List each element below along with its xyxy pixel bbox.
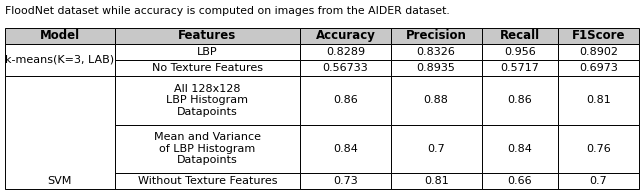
- Bar: [558, 173, 639, 189]
- Text: 0.56733: 0.56733: [323, 63, 369, 73]
- Text: 0.8902: 0.8902: [579, 47, 618, 57]
- Bar: [300, 60, 391, 76]
- Bar: [481, 125, 558, 173]
- Text: 0.8289: 0.8289: [326, 47, 365, 57]
- Bar: [558, 28, 639, 44]
- Text: 0.7: 0.7: [589, 176, 607, 186]
- Bar: [558, 44, 639, 60]
- Text: 0.5717: 0.5717: [500, 63, 540, 73]
- Text: k-means(K=3, LAB): k-means(K=3, LAB): [5, 55, 115, 65]
- Text: No Texture Features: No Texture Features: [152, 63, 263, 73]
- Text: 0.84: 0.84: [333, 144, 358, 154]
- Bar: [5, 28, 115, 44]
- Bar: [481, 76, 558, 125]
- Text: SVM: SVM: [47, 176, 72, 186]
- Bar: [115, 44, 300, 60]
- Bar: [481, 173, 558, 189]
- Bar: [300, 44, 391, 60]
- Bar: [391, 173, 481, 189]
- Text: 0.7: 0.7: [428, 144, 445, 154]
- Bar: [300, 125, 391, 173]
- Text: 0.81: 0.81: [424, 176, 449, 186]
- Text: Without Texture Features: Without Texture Features: [138, 176, 277, 186]
- Bar: [558, 76, 639, 125]
- Bar: [481, 28, 558, 44]
- Text: 0.76: 0.76: [586, 144, 611, 154]
- Bar: [558, 125, 639, 173]
- Bar: [115, 60, 300, 76]
- Text: Accuracy: Accuracy: [316, 29, 376, 42]
- Bar: [115, 125, 300, 173]
- Text: 0.86: 0.86: [508, 95, 532, 105]
- Bar: [481, 44, 558, 60]
- Bar: [300, 76, 391, 125]
- Text: Precision: Precision: [406, 29, 467, 42]
- Text: All 128x128
LBP Histogram
Datapoints: All 128x128 LBP Histogram Datapoints: [166, 84, 248, 117]
- Bar: [391, 60, 481, 76]
- Text: Recall: Recall: [500, 29, 540, 42]
- Bar: [558, 60, 639, 76]
- Bar: [115, 76, 300, 125]
- Text: 0.956: 0.956: [504, 47, 536, 57]
- Bar: [391, 125, 481, 173]
- Text: Features: Features: [178, 29, 236, 42]
- Text: 0.8326: 0.8326: [417, 47, 456, 57]
- Text: F1Score: F1Score: [572, 29, 625, 42]
- Bar: [391, 28, 481, 44]
- Bar: [481, 60, 558, 76]
- Text: FloodNet dataset while accuracy is computed on images from the AIDER dataset.: FloodNet dataset while accuracy is compu…: [5, 6, 450, 16]
- Text: Mean and Variance
of LBP Histogram
Datapoints: Mean and Variance of LBP Histogram Datap…: [154, 132, 261, 165]
- Bar: [391, 76, 481, 125]
- Bar: [5, 44, 115, 76]
- Text: 0.73: 0.73: [333, 176, 358, 186]
- Bar: [115, 28, 300, 44]
- Bar: [5, 76, 115, 189]
- Text: 0.81: 0.81: [586, 95, 611, 105]
- Text: 0.84: 0.84: [508, 144, 532, 154]
- Bar: [300, 173, 391, 189]
- Bar: [391, 44, 481, 60]
- Text: 0.6973: 0.6973: [579, 63, 618, 73]
- Text: 0.66: 0.66: [508, 176, 532, 186]
- Text: Model: Model: [40, 29, 80, 42]
- Bar: [300, 28, 391, 44]
- Text: 0.88: 0.88: [424, 95, 449, 105]
- Text: LBP: LBP: [197, 47, 218, 57]
- Text: 0.86: 0.86: [333, 95, 358, 105]
- Bar: [115, 173, 300, 189]
- Text: 0.8935: 0.8935: [417, 63, 456, 73]
